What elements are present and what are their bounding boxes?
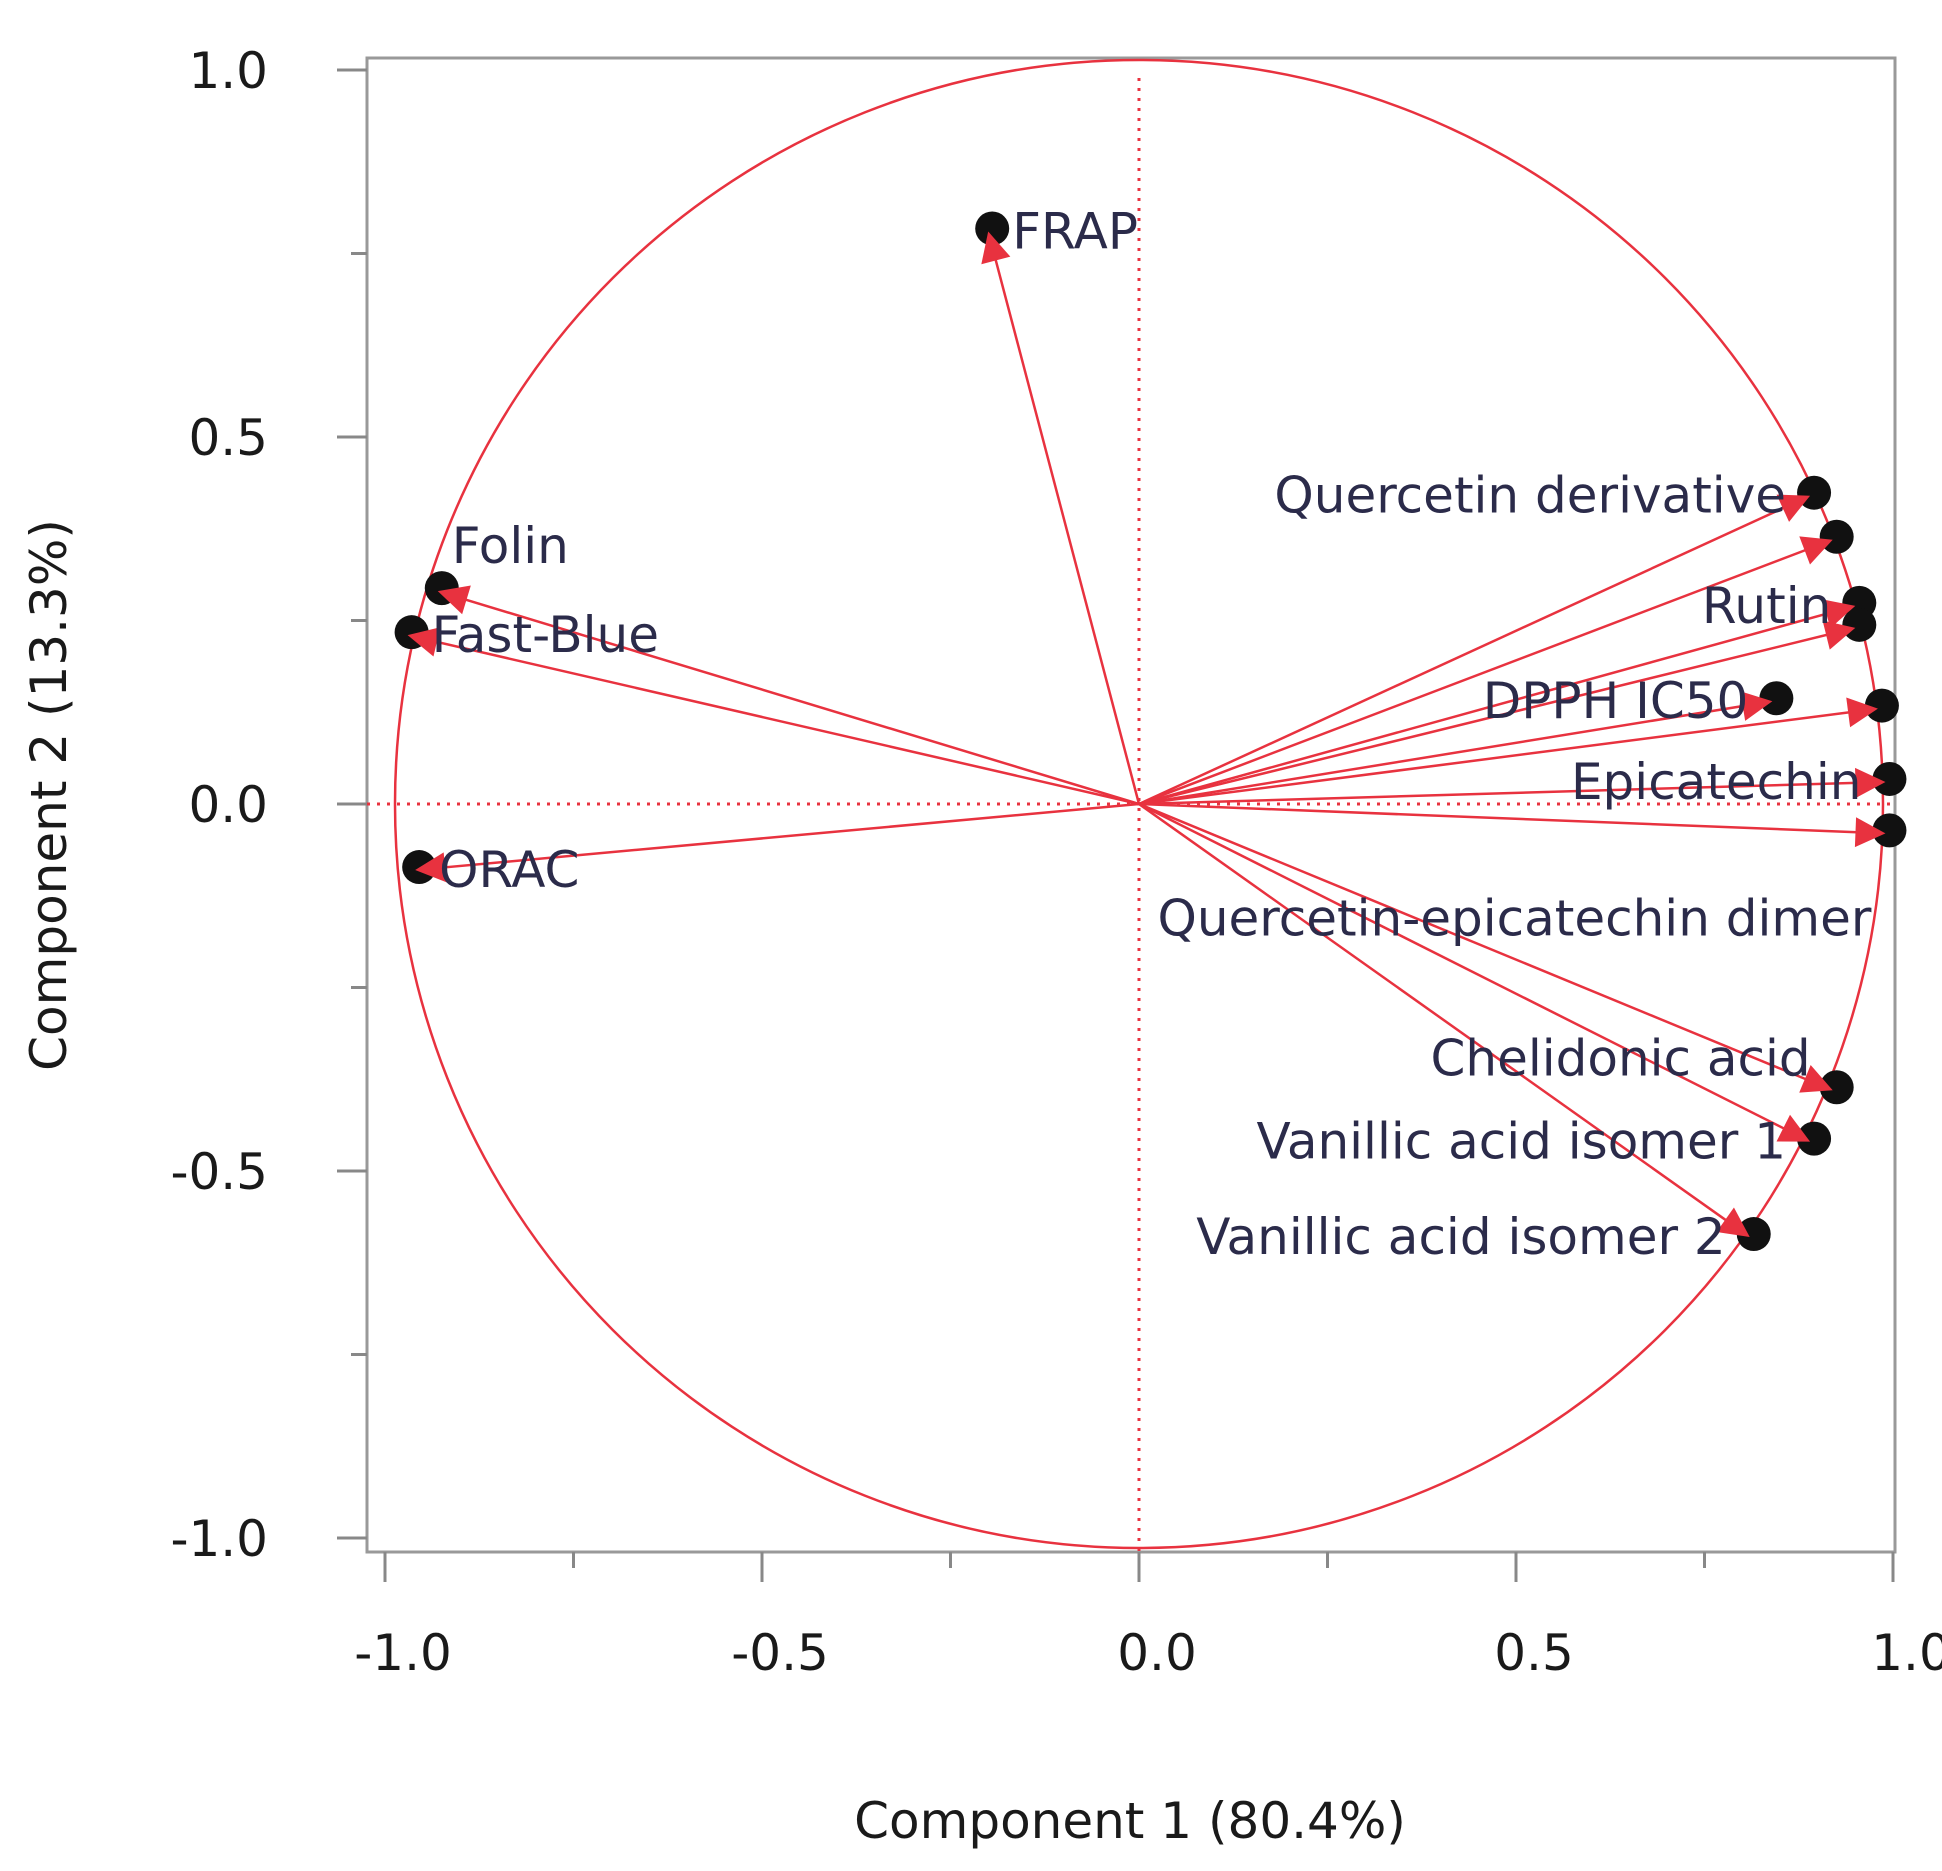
- loading-vector: [1138, 494, 1811, 806]
- variable-point: [1819, 519, 1854, 554]
- vector-arrowhead: [1846, 697, 1878, 728]
- variable-label: ORAC: [439, 841, 579, 899]
- loading-vector: [1138, 604, 1856, 806]
- loading-vector: [1138, 802, 1811, 1143]
- loading-vector: [415, 802, 1140, 872]
- variable-label: Chelidonic acid: [1430, 1029, 1810, 1087]
- vector-arrowhead: [1740, 691, 1773, 721]
- variable-label: FRAP: [1012, 202, 1138, 260]
- y-tick-label: 0.0: [188, 776, 268, 834]
- y-tick-label: -1.0: [170, 1510, 268, 1568]
- loading-vector: [1138, 802, 1751, 1239]
- y-tick-label: -0.5: [170, 1143, 268, 1201]
- vector-arrowhead: [1799, 1064, 1833, 1093]
- vector-arrowhead: [407, 627, 441, 657]
- y-tick-label: 0.5: [188, 409, 268, 467]
- variable-label: Fast-Blue: [432, 606, 659, 664]
- x-tick-label: 1.0: [1871, 1624, 1942, 1682]
- vector-arrowhead: [1855, 767, 1886, 798]
- variable-point: [402, 850, 437, 885]
- vector-arrowhead: [1716, 1207, 1750, 1238]
- x-tick-label: 0.0: [1117, 1624, 1197, 1682]
- loading-vectors: [394, 211, 1907, 1252]
- loading-vector: [1138, 538, 1834, 806]
- y-tick-label: 1.0: [188, 42, 268, 100]
- loading-vector: [1138, 802, 1886, 835]
- loading-vector: [407, 633, 1140, 806]
- x-tick-label: 0.5: [1494, 1624, 1574, 1682]
- vector-arrowhead: [1799, 536, 1833, 565]
- vector-arrowhead: [1776, 494, 1811, 522]
- x-axis-ticks: -1.0 -0.5 0.0 0.5 1.0: [354, 1552, 1942, 1682]
- vector-arrowhead: [1822, 599, 1856, 629]
- x-tick-label: -1.0: [354, 1624, 452, 1682]
- variable-label: DPPH IC50: [1483, 672, 1749, 730]
- vector-arrowhead: [1822, 620, 1856, 650]
- variable-label: Vanillic acid isomer 1: [1257, 1113, 1787, 1171]
- variable-point: [1797, 1121, 1832, 1156]
- variable-point: [1819, 1070, 1854, 1105]
- vector-arrowhead: [1776, 1114, 1811, 1142]
- loading-vector: [437, 589, 1140, 806]
- variable-point: [1872, 761, 1907, 796]
- variable-point: [1872, 813, 1907, 848]
- loading-vector: [986, 231, 1141, 805]
- y-axis-ticks: 1.0 0.5 0.0 -0.5 -1.0: [170, 42, 367, 1568]
- variable-point: [1759, 681, 1794, 716]
- x-tick-label: -0.5: [731, 1624, 829, 1682]
- vector-arrowhead: [437, 585, 471, 615]
- variable-point: [975, 211, 1010, 246]
- loading-vector: [1138, 802, 1834, 1092]
- loading-vector: [1138, 707, 1879, 806]
- variable-label: Quercetin-epicatechin dimer: [1158, 889, 1872, 947]
- variable-label: Rutin: [1702, 577, 1831, 635]
- y-axis-title: Component 2 (13.3%): [20, 519, 78, 1071]
- x-axis-title: Component 1 (80.4%): [854, 1792, 1406, 1850]
- variable-point: [1842, 607, 1877, 642]
- variable-labels: FRAP Folin Fast-Blue ORAC Quercetin derivati…: [432, 202, 1872, 1266]
- loading-vector: [1138, 626, 1856, 806]
- vector-arrowhead: [415, 852, 447, 883]
- loading-vector: [1138, 780, 1886, 806]
- vector-arrowhead: [1854, 817, 1886, 848]
- vector-arrowhead: [981, 231, 1011, 265]
- variable-label: Vanillic acid isomer 2: [1196, 1208, 1726, 1266]
- variable-label: Epicatechin: [1571, 753, 1861, 811]
- variable-label: Folin: [452, 517, 569, 575]
- variable-label: Quercetin derivative: [1274, 467, 1786, 525]
- variable-point: [1736, 1217, 1771, 1252]
- loading-vector: [1138, 700, 1773, 806]
- variable-point: [1864, 688, 1899, 723]
